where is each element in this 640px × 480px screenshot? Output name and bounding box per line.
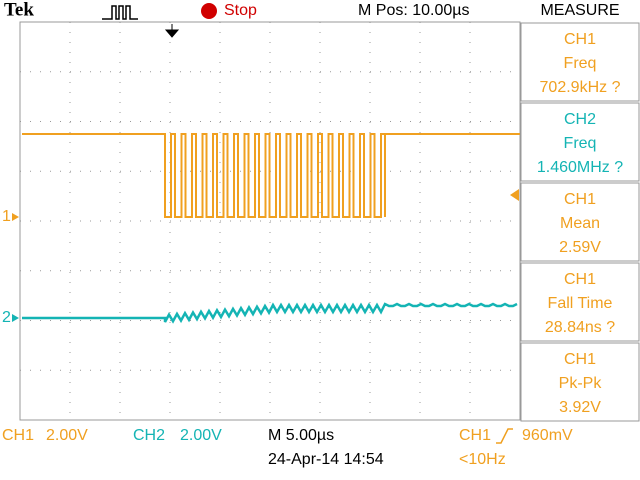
measure-panel: CH1 Freq 702.9kHz ? CH2 Freq 1.460MHz ? CH1 Mea… — [520, 22, 640, 422]
measure-type: Mean — [560, 215, 600, 232]
ch1-label: CH1 — [2, 427, 34, 444]
measure-type: Freq — [564, 135, 597, 152]
trigger-frequency: <10Hz — [459, 451, 506, 468]
measure-type: Pk-Pk — [559, 375, 603, 392]
measure-type: Fall Time — [548, 295, 613, 312]
timebase: M 5.00µs — [268, 427, 334, 444]
trigger-position-marker — [164, 24, 180, 38]
ch1-waveform — [22, 133, 520, 218]
brand: Tek — [4, 0, 34, 20]
measure-box — [520, 102, 640, 182]
ch2-marker-arrow — [12, 314, 19, 322]
measure-box — [520, 342, 640, 422]
ch2-marker: 2 — [2, 309, 11, 326]
measure-source: CH1 — [564, 31, 596, 48]
ch1-marker-arrow — [12, 213, 19, 221]
ch2-waveform — [22, 302, 518, 324]
ch2-label: CH2 — [133, 427, 165, 444]
trigger-level-marker — [510, 189, 519, 201]
ch1-marker: 1 — [2, 208, 11, 225]
measure-source: CH1 — [564, 271, 596, 288]
measure-title: MEASURE — [540, 2, 619, 19]
measure-source: CH1 — [564, 191, 596, 208]
measure-box — [520, 262, 640, 342]
acquire-icon — [102, 5, 138, 20]
measure-source: CH2 — [564, 111, 596, 128]
measure-value: 3.92V — [559, 399, 601, 416]
trigger-source: CH1 — [459, 427, 491, 444]
measure-header — [520, 0, 640, 22]
measure-box — [520, 22, 640, 102]
measure-value: 28.84ns ? — [545, 319, 615, 336]
ch1-scale: 2.00V — [46, 427, 88, 444]
measure-box — [520, 182, 640, 262]
stop-indicator — [201, 3, 217, 19]
measure-type: Freq — [564, 55, 597, 72]
ch2-scale: 2.00V — [180, 427, 222, 444]
measure-value: 2.59V — [559, 239, 601, 256]
trigger-slope-icon — [496, 428, 513, 444]
date-time: 24-Apr-14 14:54 — [268, 451, 384, 468]
horizontal-position: M Pos: 10.00µs — [358, 2, 470, 19]
measure-value: 1.460MHz ? — [537, 159, 623, 176]
trigger-level: 960mV — [522, 427, 573, 444]
measure-source: CH1 — [564, 351, 596, 368]
graticule-border — [19, 21, 521, 421]
measure-value: 702.9kHz ? — [540, 79, 621, 96]
run-status: Stop — [224, 2, 257, 19]
